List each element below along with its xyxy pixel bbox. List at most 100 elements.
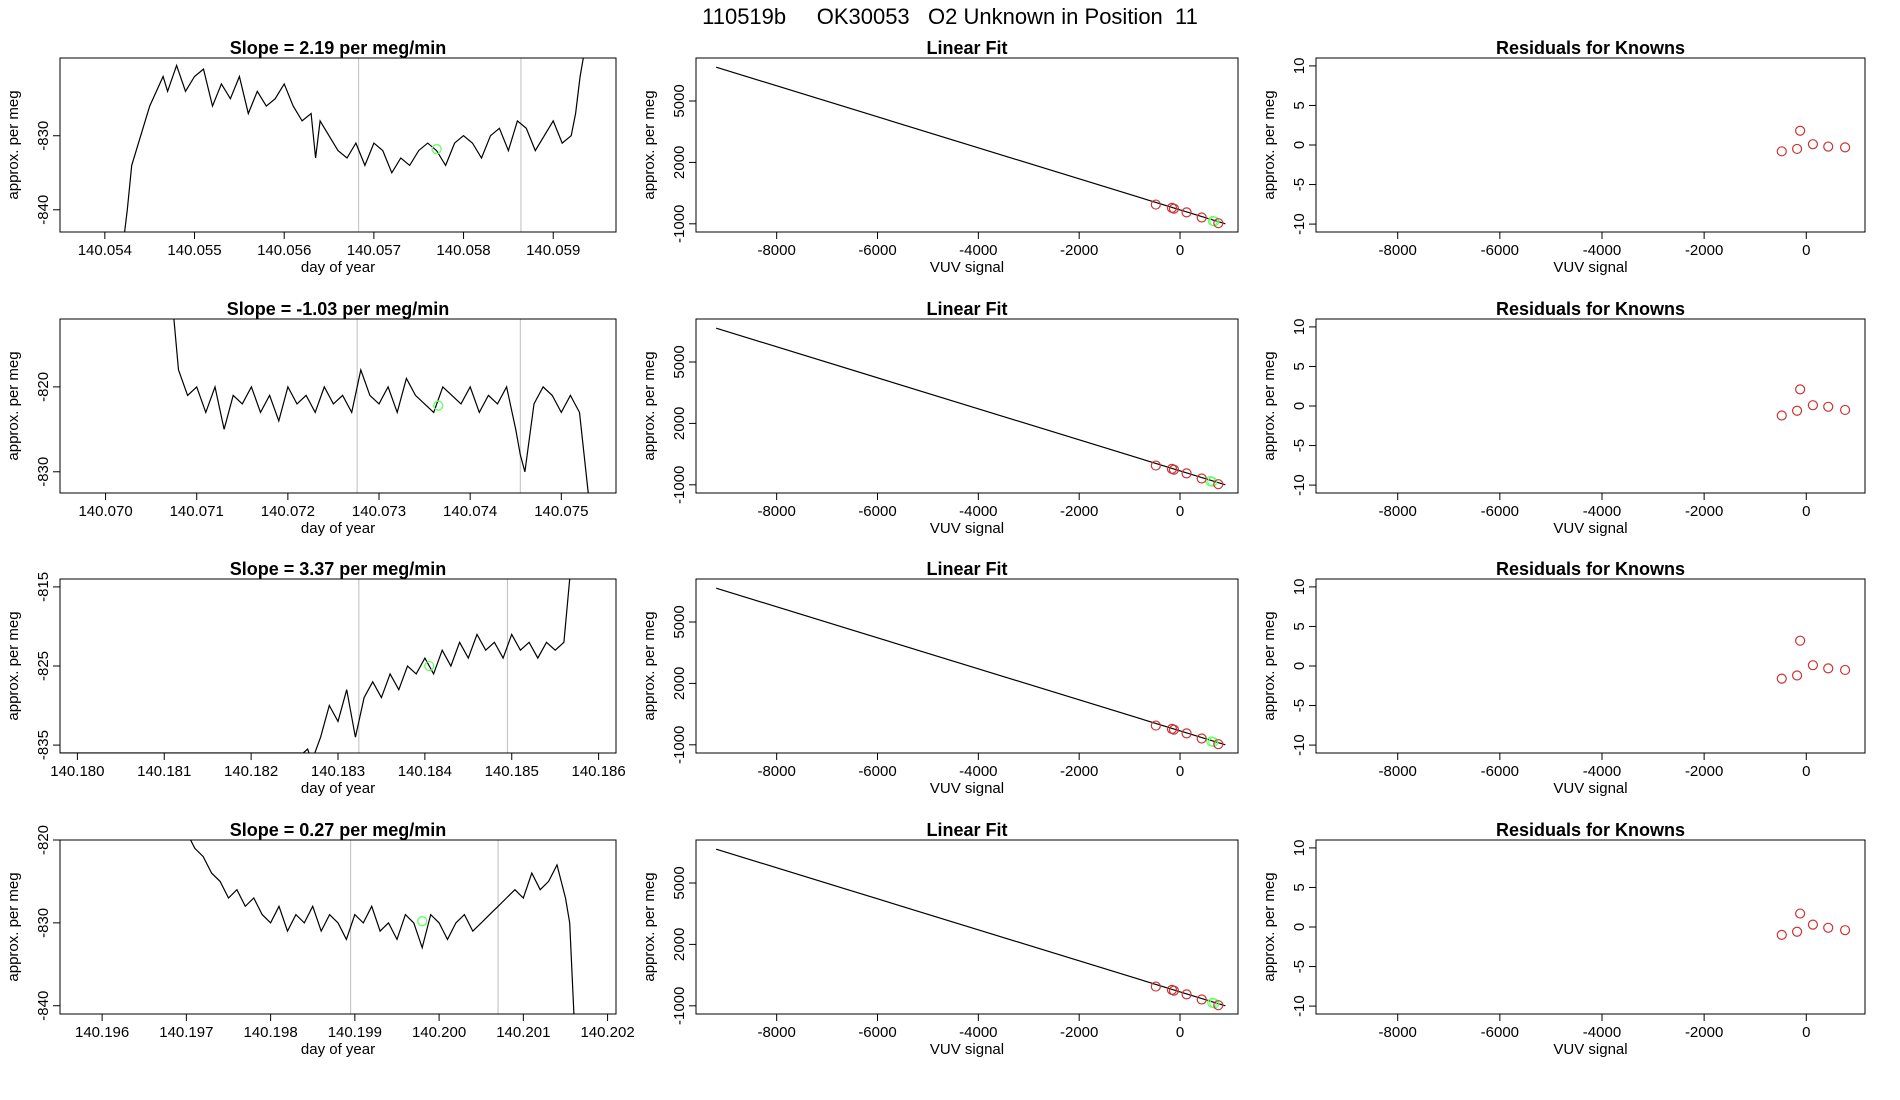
data-line — [173, 319, 589, 493]
y-axis-label: approx. per meg — [5, 611, 22, 720]
x-axis-label: day of year — [301, 1041, 375, 1058]
y-tick-label: 5000 — [671, 84, 688, 117]
panel-title: Slope = 0.27 per meg/min — [230, 820, 447, 840]
known-point — [1807, 660, 1819, 671]
y-tick-label: -5 — [1291, 960, 1308, 973]
unknown-marker — [417, 916, 428, 927]
x-tick-label: -2000 — [1685, 242, 1723, 259]
plot-area — [715, 848, 1226, 1011]
y-tick-label: 0 — [1291, 141, 1308, 149]
chart-panel-10: Residuals for Knowns -8000 -6000 -4000 -2000… — [1261, 299, 1866, 537]
x-tick-label: 140.074 — [443, 503, 497, 520]
x-tick-label: 140.200 — [412, 1024, 466, 1041]
known-point — [1791, 143, 1803, 155]
x-tick-label: 140.072 — [261, 503, 315, 520]
chart-panel-7: Linear Fit -8000 -6000 -4000 -2000 0 VUV signa… — [641, 559, 1239, 797]
y-tick-label: -10 — [1291, 474, 1308, 496]
y-axis-label: approx. per meg — [1261, 872, 1278, 981]
plot-area — [1776, 125, 1851, 157]
y-tick-label: -1000 — [671, 987, 688, 1025]
chart-panel-2: Slope = -1.03 per meg/min 140.070 140.071 1… — [5, 299, 617, 537]
x-tick-label: 140.186 — [572, 763, 626, 780]
y-tick-label: 0 — [1291, 923, 1308, 931]
plot-frame — [59, 578, 617, 754]
y-tick-label: -830 — [35, 457, 52, 487]
y-tick-label: -5 — [1291, 439, 1308, 452]
chart-panel-5: Linear Fit -8000 -6000 -4000 -2000 0 VUV signa… — [641, 38, 1239, 276]
plot-frame — [695, 839, 1239, 1015]
x-tick-label: 0 — [1802, 763, 1810, 780]
chart-panel-3: Slope = 3.37 per meg/min 140.180 140.181 14… — [5, 559, 626, 797]
known-point — [1196, 733, 1207, 744]
plot-area — [173, 319, 589, 493]
known-point — [1839, 925, 1851, 936]
plot-area — [1776, 908, 1851, 941]
y-tick-label: -10 — [1291, 213, 1308, 235]
x-tick-label: 0 — [1802, 503, 1810, 520]
known-point — [1213, 218, 1224, 229]
plot-frame — [1315, 839, 1866, 1015]
plot-frame — [1315, 578, 1866, 754]
known-point — [1776, 929, 1787, 941]
x-tick-label: -8000 — [757, 763, 795, 780]
known-point — [1839, 664, 1851, 676]
panel-title: Residuals for Knowns — [1496, 299, 1685, 319]
x-axis-label: VUV signal — [930, 1041, 1004, 1058]
y-tick-label: 5000 — [671, 605, 688, 638]
x-tick-label: 0 — [1176, 503, 1184, 520]
figure-title: 110519b OK30053 O2 Unknown in Position 1… — [702, 4, 1198, 29]
plot-area — [715, 587, 1226, 750]
y-axis-label: approx. per meg — [641, 351, 658, 460]
x-tick-label: 140.071 — [170, 503, 224, 520]
x-tick-label: -6000 — [1481, 503, 1519, 520]
x-tick-label: -4000 — [1583, 242, 1621, 259]
known-point — [1168, 464, 1180, 475]
x-tick-label: -4000 — [959, 1024, 997, 1041]
x-tick-label: 140.201 — [496, 1024, 550, 1041]
x-axis-label: day of year — [301, 780, 375, 797]
plot-frame — [695, 57, 1239, 233]
x-tick-label: 140.198 — [243, 1024, 297, 1041]
y-tick-label: -820 — [35, 825, 52, 855]
y-tick-label: 2000 — [671, 146, 688, 179]
y-tick-label: -10 — [1291, 995, 1308, 1017]
plot-area — [1776, 384, 1851, 421]
known-point — [1839, 404, 1851, 416]
chart-panel-1: Slope = 2.19 per meg/min 140.054 140.055 14… — [5, 38, 617, 276]
known-point — [1776, 410, 1787, 421]
y-axis-label: approx. per meg — [5, 351, 22, 460]
x-tick-label: -6000 — [1481, 763, 1519, 780]
x-tick-label: 140.056 — [257, 242, 311, 259]
x-tick-label: -6000 — [858, 503, 896, 520]
chart-panel-8: Linear Fit -8000 -6000 -4000 -2000 0 VUV signa… — [641, 820, 1239, 1058]
known-point — [1150, 720, 1161, 731]
known-point — [1776, 673, 1787, 684]
known-point — [1823, 922, 1834, 933]
data-line — [123, 58, 584, 232]
x-tick-label: 140.057 — [347, 242, 401, 259]
x-tick-label: -4000 — [959, 242, 997, 259]
x-tick-label: 140.183 — [311, 763, 365, 780]
x-tick-label: 140.070 — [78, 503, 132, 520]
known-point — [1181, 728, 1192, 739]
y-tick-label: -830 — [35, 121, 52, 151]
y-tick-label: -840 — [35, 991, 52, 1021]
data-line — [60, 579, 571, 753]
y-tick-label: -825 — [35, 651, 52, 681]
x-axis-label: VUV signal — [1553, 780, 1627, 797]
unknown-point — [1207, 476, 1218, 487]
x-tick-label: -2000 — [1685, 763, 1723, 780]
known-point — [1823, 141, 1834, 152]
y-axis-label: approx. per meg — [641, 611, 658, 720]
known-point — [1807, 919, 1819, 930]
known-point — [1795, 125, 1806, 136]
y-tick-label: 5 — [1291, 101, 1308, 109]
panel-title: Residuals for Knowns — [1496, 559, 1685, 579]
known-point — [1150, 460, 1161, 471]
panel-title: Slope = -1.03 per meg/min — [227, 299, 450, 319]
x-tick-label: -8000 — [1379, 763, 1417, 780]
y-axis-label: approx. per meg — [5, 90, 22, 199]
plot-area — [715, 66, 1226, 229]
x-tick-label: 140.055 — [167, 242, 221, 259]
